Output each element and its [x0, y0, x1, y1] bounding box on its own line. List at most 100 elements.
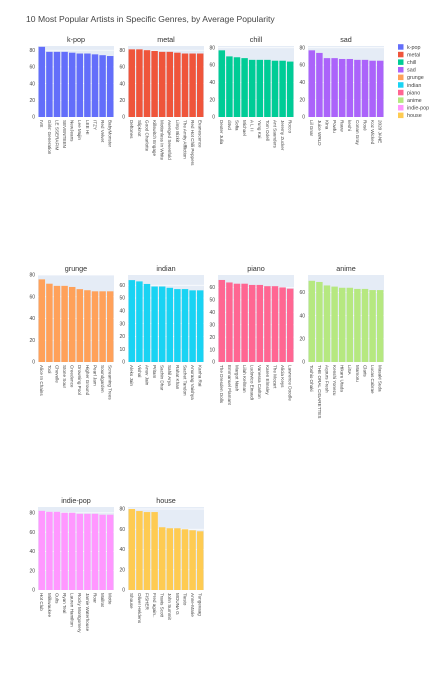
- bar-k-pop-newjeans: [68, 52, 76, 117]
- legend-entry-k-pop: k-pop: [407, 45, 421, 51]
- category-label: LEE HI: [85, 120, 90, 135]
- category-label: Rocky Montgomery: [77, 593, 82, 633]
- bar-indian-kanha-rai: [196, 290, 204, 362]
- category-label: SEVENTEEN: [62, 120, 67, 148]
- category-label: Kina: [324, 120, 329, 130]
- bar-indie-pop-cults: [53, 511, 61, 590]
- bar-house-fisher: [143, 512, 151, 590]
- bar-chill-rocco: [286, 61, 294, 117]
- category-label: BabyMonster: [108, 120, 113, 148]
- bar-k-pop-ive: [38, 46, 46, 117]
- bar-indian-rahat-khan: [174, 289, 181, 362]
- category-label: MOUNA G: [175, 593, 180, 615]
- category-label: Anne-Marie: [190, 593, 195, 617]
- category-label: Jamie Waterhouse: [85, 593, 90, 632]
- category-label: Good Charlotte: [144, 120, 149, 152]
- subplot-title: grunge: [65, 264, 87, 273]
- legend-entry-chill: chill: [407, 60, 416, 66]
- y-tick-label: 60: [29, 65, 35, 71]
- category-label: Soundgarden: [100, 365, 105, 393]
- category-label: Limp Bizkit: [175, 120, 180, 143]
- legend-swatch-grunge: [398, 74, 404, 81]
- bar-metal-deftones: [128, 49, 136, 118]
- y-tick-label: 60: [299, 63, 305, 69]
- bar-piano-lawrence-doodle: [286, 288, 294, 362]
- y-tick-label: 20: [29, 568, 35, 574]
- category-label: Slipknot: [137, 120, 142, 137]
- legend-entry-house: house: [407, 113, 422, 119]
- bar-anime-kenshi-yonezu: [331, 286, 338, 362]
- category-label: The Mozart: [272, 365, 277, 389]
- y-tick-label: 20: [119, 334, 125, 340]
- y-tick-label: 40: [119, 547, 125, 553]
- legend-entry-piano: piano: [407, 90, 420, 96]
- subplot-piano: 0 10 20 30 40 50 60 The Dresden Dolls Emmanuel F…: [209, 264, 294, 406]
- bar-k-pop-itzy: [91, 54, 99, 117]
- y-tick-label: 50: [119, 296, 125, 302]
- category-label: Sachet Tandon: [182, 365, 187, 396]
- category-label: NewJeans: [70, 120, 75, 142]
- bar-metal-evanescence: [196, 53, 204, 117]
- category-label: Michael: [242, 120, 247, 136]
- legend-entry-indian: indian: [407, 83, 421, 89]
- subplot-title: indian: [156, 264, 175, 273]
- y-tick-label: 60: [209, 63, 215, 69]
- y-tick-label: 20: [119, 567, 125, 573]
- bar-anime-hikaru-utada: [338, 287, 346, 362]
- bar-chill-ant-saunders: [271, 60, 279, 117]
- bar-grunge-pearl-jam: [91, 291, 99, 362]
- category-label: Deftones: [129, 120, 134, 139]
- category-label: Mamoru: [355, 365, 360, 382]
- legend-swatch-k-pop: [398, 44, 404, 50]
- category-label: Motionless In White: [160, 120, 165, 161]
- y-tick-label: 60: [119, 283, 125, 289]
- category-label: Rahat Khan: [175, 365, 180, 390]
- y-tick-label: 0: [122, 360, 125, 366]
- y-tick-label: 40: [29, 81, 35, 87]
- y-tick-label: 0: [122, 115, 125, 121]
- bar-sad-2020-jane: [376, 60, 384, 117]
- y-tick-label: 40: [209, 310, 215, 316]
- bar-house-tungevaag: [196, 531, 204, 590]
- y-tick-label: 60: [119, 65, 125, 71]
- y-tick-label: 80: [119, 507, 125, 513]
- bar-indian-pritam: [151, 286, 158, 362]
- y-tick-label: 20: [209, 335, 215, 341]
- y-tick-label: 50: [209, 298, 215, 304]
- y-tick-label: 80: [209, 45, 215, 51]
- category-label: Screaming Trees: [108, 365, 113, 400]
- bar-sad-rauw: [338, 58, 346, 117]
- category-label: Aqours Fresh: [324, 365, 329, 393]
- category-label: Anuraag Vaishya: [190, 365, 195, 400]
- bar-house-travis-scott: [158, 527, 166, 590]
- legend-entry-metal: metal: [407, 52, 420, 58]
- subplot-title: k-pop: [67, 35, 85, 44]
- y-tick-label: 20: [299, 97, 305, 103]
- category-label: Ludovico Einaudi: [250, 365, 255, 400]
- category-label: Sahil Arya: [167, 365, 172, 386]
- category-label: Roar: [92, 593, 97, 603]
- category-label: Tiesto: [182, 593, 187, 606]
- category-label: Red Hot Chili Peppers: [190, 120, 195, 166]
- bar-chill-d4vd: [226, 56, 233, 117]
- bar-piano-emmanuel-flamant: [226, 282, 233, 362]
- category-label: 2020 JANE: [378, 120, 383, 143]
- bar-indie-pop-hot-club: [38, 510, 46, 590]
- category-label: A L I I: [250, 120, 255, 132]
- y-tick-label: 40: [299, 313, 305, 319]
- category-label: Ryan Teal: [62, 593, 67, 613]
- bar-metal-slipknot: [136, 49, 143, 118]
- category-label: Lauren Hamilton: [70, 593, 75, 627]
- bar-indie-pop-jamie-waterhouse: [84, 513, 91, 590]
- bar-chill-michael: [241, 58, 248, 117]
- bar-anime-the-oral-cigarettes: [316, 281, 323, 362]
- bar-chill-a-l-i-i: [248, 59, 256, 117]
- category-label: Cults: [54, 593, 59, 604]
- category-label: FISHER: [144, 593, 149, 611]
- bar-grunge-screaming-trees: [106, 291, 114, 362]
- category-label: Hikaru Utada: [340, 365, 345, 392]
- bar-anime-lisa: [346, 287, 354, 362]
- category-label: Tungevaag: [198, 593, 203, 616]
- category-label: Killswitch Engage: [152, 120, 157, 156]
- bar-metal-motionless-in-white: [158, 51, 166, 117]
